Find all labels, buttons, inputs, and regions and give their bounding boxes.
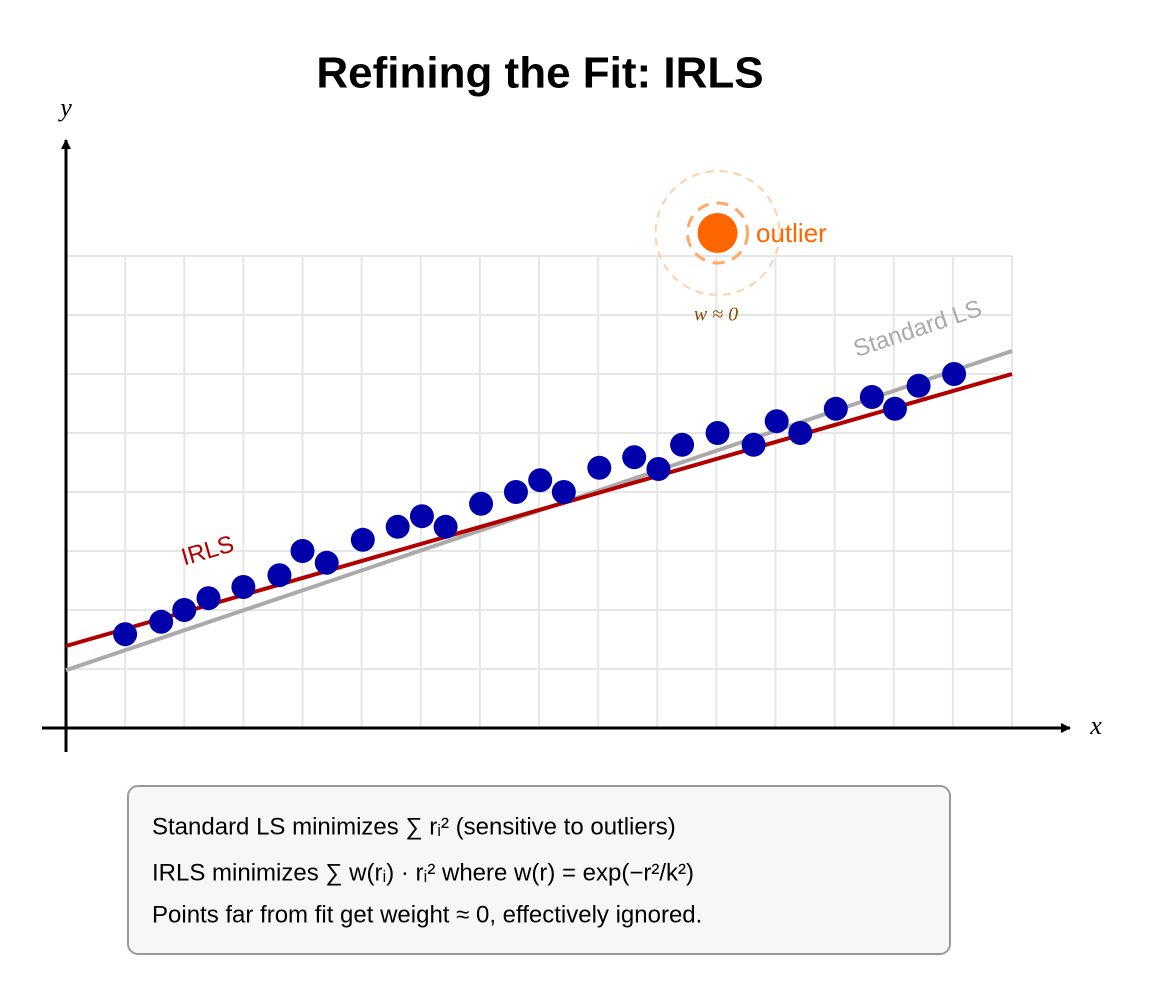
data-point	[882, 396, 907, 421]
data-point	[587, 455, 612, 480]
data-point	[231, 574, 256, 599]
data-point	[705, 421, 730, 445]
data-point	[741, 432, 766, 457]
data-point	[906, 373, 931, 398]
x-axis-label: x	[1089, 711, 1102, 740]
note-line: IRLS minimizes ∑ w(rᵢ) · rᵢ² where w(r) …	[152, 859, 694, 886]
note-box	[127, 785, 951, 955]
data-point	[469, 491, 494, 516]
data-point	[764, 409, 789, 434]
data-point	[942, 362, 967, 386]
chart-title: Refining the Fit: IRLS	[316, 49, 763, 98]
data-point	[149, 609, 174, 634]
data-point	[551, 480, 576, 504]
y-axis-label: y	[57, 93, 72, 122]
data-point	[113, 622, 138, 647]
data-point	[172, 598, 197, 622]
data-point	[409, 504, 434, 529]
data-point	[788, 421, 813, 445]
line-label: IRLS	[178, 531, 237, 572]
line-label: Standard LS	[850, 295, 985, 363]
fit-line	[65, 372, 1013, 648]
grid	[66, 255, 1013, 728]
halo	[654, 169, 781, 296]
data-point	[503, 480, 528, 504]
data-point	[528, 468, 553, 493]
halo	[686, 201, 750, 265]
data-point	[290, 539, 315, 563]
data-point	[433, 514, 458, 539]
data-point	[196, 586, 221, 611]
data-point	[823, 396, 848, 421]
note-line: Points far from fit get weight ≈ 0, effe…	[152, 901, 702, 928]
data-point	[646, 456, 671, 481]
data-point	[670, 432, 695, 457]
outlier-label: outlier	[756, 218, 827, 248]
data-point	[350, 527, 375, 552]
note-line: Standard LS minimizes ∑ rᵢ² (sensitive t…	[152, 813, 676, 840]
outlier-point	[697, 212, 738, 253]
data-point	[859, 385, 884, 410]
data-point	[314, 550, 339, 575]
data-point	[385, 514, 410, 539]
data-point	[267, 563, 292, 588]
weight-label: w ≈ 0	[694, 304, 738, 326]
plot	[65, 169, 1013, 673]
data-point	[622, 445, 647, 470]
